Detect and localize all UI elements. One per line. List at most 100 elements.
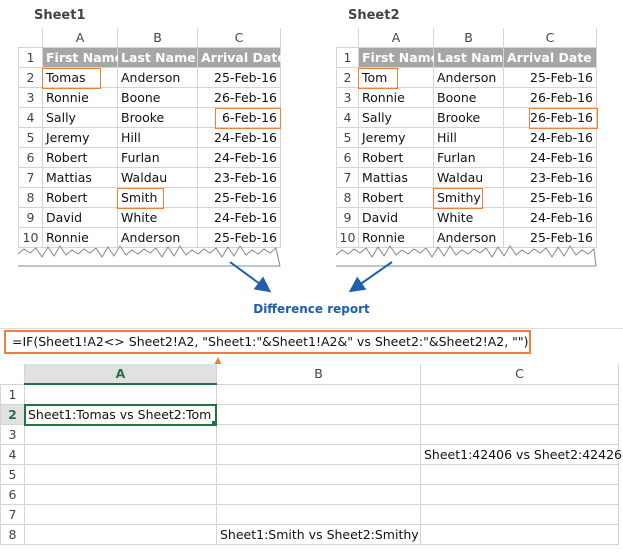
grid-row: 4 Sheet1:42406 vs Sheet2:42426: [0, 444, 622, 465]
cell[interactable]: 25-Feb-16: [197, 67, 281, 88]
cell-a7[interactable]: [24, 504, 217, 525]
table-row: 4 Sally Brooke 26-Feb-16: [336, 107, 597, 128]
grid-row: 2 Sheet1:Tomas vs Sheet2:Tom: [0, 404, 619, 425]
cell-b6[interactable]: [216, 484, 421, 505]
cell[interactable]: 23-Feb-16: [503, 167, 597, 188]
column-header[interactable]: C: [420, 364, 619, 385]
row-number[interactable]: 5: [0, 464, 25, 485]
header-cell[interactable]: Last Name: [117, 47, 198, 68]
row-number[interactable]: 4: [0, 444, 25, 465]
cell[interactable]: Anderson: [117, 227, 198, 248]
cell[interactable]: Ronnie: [358, 227, 434, 248]
cell[interactable]: 26-Feb-16: [503, 87, 597, 108]
cell-c5[interactable]: [420, 464, 619, 485]
table-row: 3 Ronnie Boone 26-Feb-16: [18, 87, 281, 108]
column-header[interactable]: A: [24, 364, 217, 385]
cell[interactable]: 26-Feb-16: [197, 87, 281, 108]
cell[interactable]: Mattias: [42, 167, 118, 188]
row-number[interactable]: 3: [0, 424, 25, 445]
cell-a1[interactable]: [24, 383, 217, 405]
cell[interactable]: Ronnie: [42, 227, 118, 248]
cell[interactable]: Sally: [358, 107, 434, 128]
cell-b5[interactable]: [216, 464, 421, 485]
cell-a5[interactable]: [24, 464, 217, 485]
table-row: 5 Jeremy Hill 24-Feb-16: [336, 127, 597, 148]
table-row: 10 Ronnie Anderson 25-Feb-16: [18, 227, 281, 248]
grid-row: 1: [0, 383, 619, 405]
cell[interactable]: Robert: [42, 187, 118, 208]
torn-edge-and-arrows: [17, 245, 597, 293]
cell-c7[interactable]: [420, 504, 619, 525]
cell[interactable]: 24-Feb-16: [197, 207, 281, 228]
cell-a3[interactable]: [24, 424, 217, 445]
cell[interactable]: Smithy: [433, 187, 504, 208]
grid-row: 3: [0, 424, 619, 445]
cell[interactable]: White: [117, 207, 198, 228]
table-row: 7 Mattias Waldau 23-Feb-16: [18, 167, 281, 188]
cell-a6[interactable]: [24, 484, 217, 505]
grid-row: 8 Sheet1:Smith vs Sheet2:Smithy: [0, 524, 619, 545]
cell[interactable]: Sally: [42, 107, 118, 128]
cell[interactable]: Boone: [117, 87, 198, 108]
row-number[interactable]: 10: [18, 227, 43, 248]
cell-b1[interactable]: [216, 383, 421, 405]
sheet2-title: Sheet2: [348, 8, 400, 23]
cell-c8[interactable]: [420, 524, 619, 545]
cell[interactable]: 26-Feb-16: [503, 107, 597, 128]
cell-a4[interactable]: [24, 444, 217, 465]
row-number[interactable]: 1: [0, 383, 25, 405]
pointer-icon: [214, 357, 222, 365]
grid-row: 7: [0, 504, 619, 525]
cell[interactable]: Hill: [433, 127, 504, 148]
table-row: 5 Jeremy Hill 24-Feb-16: [18, 127, 281, 148]
cell-c2[interactable]: [420, 404, 619, 425]
cell-c1[interactable]: [420, 383, 619, 405]
cell[interactable]: 23-Feb-16: [197, 167, 281, 188]
row-number[interactable]: 2: [0, 404, 25, 425]
row-number[interactable]: 7: [0, 504, 25, 525]
fill-handle[interactable]: [212, 421, 217, 426]
cell[interactable]: Robert: [358, 147, 434, 168]
cell-b4[interactable]: [216, 444, 421, 465]
select-all-corner[interactable]: [0, 364, 25, 384]
sheet2-table: A B C 1 First Name Last Name Arrival Date 2 Tom A…: [336, 28, 597, 248]
header-cell[interactable]: First Name: [358, 47, 439, 68]
cell[interactable]: Jeremy: [358, 127, 434, 148]
column-header[interactable]: B: [216, 364, 421, 385]
arrow-icon: [229, 261, 272, 293]
cell-c3[interactable]: [420, 424, 619, 445]
arrow-icon: [348, 261, 393, 293]
cell-a8[interactable]: [24, 524, 217, 545]
table-row: 6 Robert Furlan 24-Feb-16: [336, 147, 597, 168]
cell[interactable]: 24-Feb-16: [503, 147, 597, 168]
formula-bar[interactable]: =IF(Sheet1!A2<> Sheet2!A2, "Sheet1:"&She…: [4, 330, 531, 354]
cell[interactable]: Furlan: [117, 147, 198, 168]
cell-b8[interactable]: Sheet1:Smith vs Sheet2:Smithy: [216, 524, 421, 545]
cell[interactable]: Anderson: [433, 227, 504, 248]
cell-b2[interactable]: [216, 404, 421, 425]
cell[interactable]: Anderson: [117, 67, 198, 88]
selected-cell[interactable]: [24, 404, 217, 426]
row-number[interactable]: 8: [0, 524, 25, 545]
row-number[interactable]: 10: [336, 227, 359, 248]
cell[interactable]: Robert: [42, 147, 118, 168]
cell[interactable]: Anderson: [433, 67, 504, 88]
cell[interactable]: 25-Feb-16: [503, 227, 597, 248]
cell-b7[interactable]: [216, 504, 421, 525]
table-row: 3 Ronnie Boone 26-Feb-16: [336, 87, 597, 108]
header-cell[interactable]: Arrival Date: [197, 47, 286, 68]
cell-c6[interactable]: [420, 484, 619, 505]
cell[interactable]: Waldau: [117, 167, 198, 188]
cell[interactable]: 24-Feb-16: [503, 207, 597, 228]
row-number[interactable]: 6: [0, 484, 25, 505]
cell[interactable]: Ronnie: [358, 87, 434, 108]
cell-c4[interactable]: Sheet1:42406 vs Sheet2:42426: [420, 444, 622, 465]
sheet1-table: A B C 1 First Name Last Name Arrival Date 2 Toma…: [18, 28, 286, 248]
cell-b3[interactable]: [216, 424, 421, 445]
header-cell[interactable]: Last Name: [433, 47, 512, 68]
torn-edge: [17, 245, 281, 267]
grid-row: 6: [0, 484, 619, 505]
cell[interactable]: Brooke: [117, 107, 198, 128]
